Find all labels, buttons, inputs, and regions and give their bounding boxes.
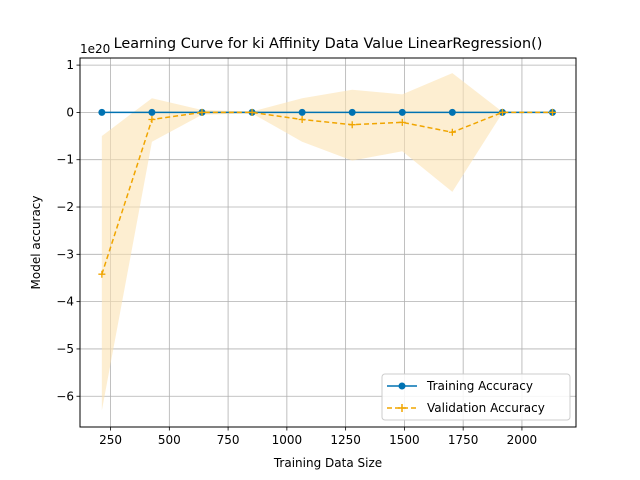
series-0-point-6	[398, 108, 406, 116]
series-1-line	[101, 111, 553, 275]
x-axis-ticks: 250 500 750 1000 1250 1500 1750 2000	[99, 427, 537, 447]
y-tick-label-6: −5	[56, 342, 74, 356]
legend-training-marker	[398, 382, 406, 390]
x-tick-label-4: 1250	[330, 433, 361, 447]
x-tick-label-7: 2000	[507, 433, 538, 447]
series-1-point-7	[448, 128, 456, 136]
series-1-point-6	[398, 118, 406, 126]
x-tick-label-3: 1000	[272, 433, 303, 447]
x-tick-label-0: 250	[99, 433, 122, 447]
legend-validation-marker	[398, 404, 406, 412]
x-tick-label-1: 500	[158, 433, 181, 447]
series-1-band	[101, 73, 553, 411]
axes-frame	[79, 57, 577, 428]
series-1-point-9	[548, 108, 556, 116]
series-1-point-8	[498, 108, 506, 116]
series-0-point-5	[348, 108, 356, 116]
series-1-point-4	[298, 116, 306, 123]
series-1-point-0	[98, 270, 106, 278]
legend-box	[381, 373, 571, 421]
series-1-point-5	[348, 121, 356, 129]
y-tick-label-3: −2	[56, 200, 74, 214]
x-tick-label-6: 1750	[448, 433, 479, 447]
x-axis-label: Training Data Size	[273, 456, 382, 470]
y-tick-label-5: −4	[56, 295, 74, 309]
legend: Training Accuracy Validation Accuracy	[381, 373, 571, 421]
x-tick-label-5: 1500	[389, 433, 420, 447]
chart-title: Learning Curve for ki Affinity Data Valu…	[114, 36, 543, 52]
series-0-point-4	[298, 108, 306, 116]
y-axis-label: Model accuracy	[29, 196, 43, 290]
y-tick-label-4: −3	[56, 247, 74, 261]
series-0-point-0	[98, 108, 106, 116]
y-tick-label-7: −6	[56, 389, 74, 403]
legend-training-label: Training Accuracy	[426, 379, 533, 393]
y-tick-label-2: −1	[56, 153, 74, 167]
data-series	[98, 108, 556, 278]
series-1-point-1	[148, 116, 156, 123]
y-axis-ticks: 1 0 −1 −2 −3 −4 −5 −6	[56, 58, 80, 403]
series-1-point-3	[248, 108, 256, 116]
legend-validation-label: Validation Accuracy	[427, 401, 545, 415]
y-tick-label-1: 0	[66, 105, 74, 119]
series-1-point-2	[198, 108, 206, 116]
y-offset-label: 1e20	[80, 42, 110, 56]
series-0-point-7	[448, 108, 456, 116]
y-tick-label-0: 1	[66, 58, 74, 72]
series-0-point-1	[148, 108, 156, 116]
confidence-bands	[101, 73, 553, 411]
x-tick-label-2: 750	[217, 433, 240, 447]
